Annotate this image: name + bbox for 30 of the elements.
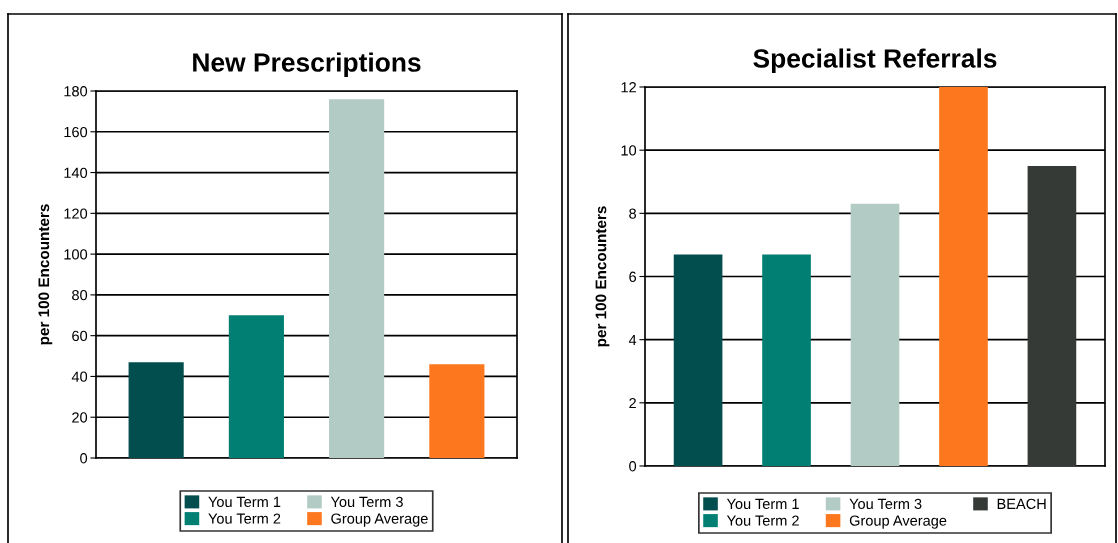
- y-tick-label: 2: [629, 397, 636, 409]
- y-axis-title: per 100 Encounters: [595, 206, 610, 347]
- y-tick-label: 140: [64, 167, 88, 178]
- y-tick-label: 10: [621, 145, 637, 156]
- y-axis-title: per 100 Encounters: [38, 204, 53, 345]
- legend-label: You Term 3: [849, 498, 922, 510]
- legend-label: You Term 2: [726, 515, 799, 526]
- y-tick-label: 60: [72, 330, 88, 342]
- legend-label: Group Average: [849, 515, 947, 529]
- legend-label: You Term 1: [726, 498, 799, 510]
- y-tick-label: 0: [629, 461, 637, 472]
- y-tick-label: 6: [629, 271, 637, 282]
- y-tick-label: 12: [621, 82, 636, 93]
- y-tick-label: 180: [64, 86, 88, 97]
- y-tick-label: 160: [64, 126, 88, 138]
- legend-label: You Term 2: [208, 513, 281, 524]
- y-tick-label: 40: [71, 371, 88, 382]
- y-tick-label: 0: [80, 453, 88, 464]
- legend-label: You Term 3: [330, 496, 403, 508]
- y-tick-label: 80: [72, 289, 88, 301]
- legend-label: You Term 1: [208, 496, 281, 508]
- chart-title: Specialist Referrals: [753, 48, 997, 74]
- chart-title: New Prescriptions: [193, 52, 421, 78]
- y-tick-label: 20: [72, 412, 88, 423]
- y-tick-label: 100: [64, 249, 88, 260]
- y-tick-label: 120: [64, 208, 88, 219]
- legend-label: BEACH: [997, 498, 1046, 510]
- legend-label: Group Average: [331, 513, 428, 527]
- y-tick-label: 4: [628, 334, 637, 345]
- y-tick-label: 8: [629, 208, 637, 219]
